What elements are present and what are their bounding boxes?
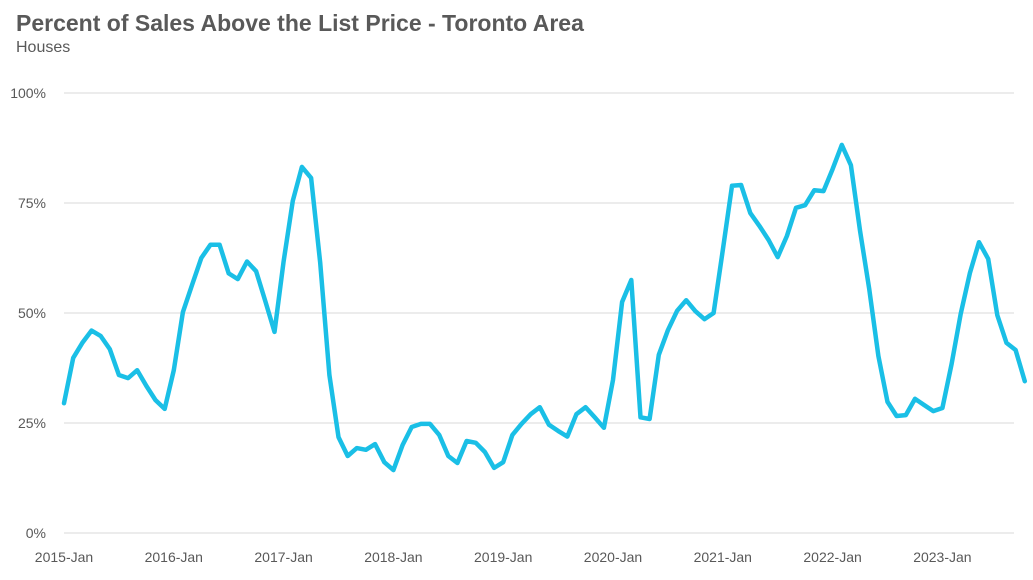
chart-title: Percent of Sales Above the List Price - … [16,10,584,36]
y-axis-ticks: 0% 25% 50% 75% 100% [10,85,46,541]
y-tick-label: 100% [10,85,46,101]
y-tick-label: 50% [18,305,46,321]
x-tick-label: 2021-Jan [694,549,752,565]
y-tick-label: 0% [26,525,46,541]
chart-subtitle: Houses [16,39,71,56]
x-tick-label: 2018-Jan [364,549,422,565]
x-tick-label: 2019-Jan [474,549,532,565]
x-tick-label: 2015-Jan [35,549,93,565]
x-tick-label: 2022-Jan [803,549,861,565]
series-group [61,142,1028,473]
x-axis-ticks: 2015-Jan 2016-Jan 2017-Jan 2018-Jan 2019-Jan… [35,549,972,565]
y-tick-label: 75% [18,195,46,211]
x-tick-label: 2020-Jan [584,549,642,565]
x-tick-label: 2017-Jan [254,549,312,565]
series-line [61,142,1028,473]
y-tick-label: 25% [18,415,46,431]
x-tick-label: 2016-Jan [145,549,203,565]
x-tick-label: 2023-Jan [913,549,971,565]
